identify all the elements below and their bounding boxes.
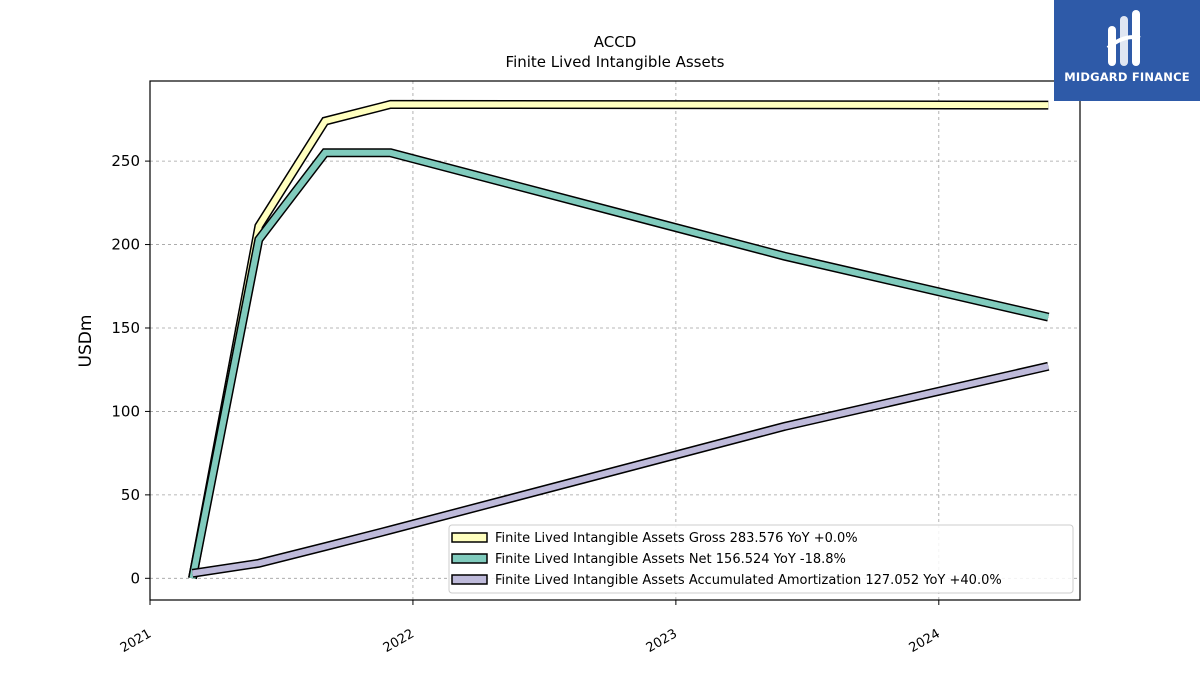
logo-text: MIDGARD FINANCE	[1064, 70, 1190, 84]
series-line-2	[189, 149, 1049, 579]
x-tick-label: 2021	[118, 626, 154, 656]
y-axis-label: USDm	[76, 315, 96, 368]
grid	[149, 81, 1080, 600]
y-tick-label: 250	[111, 152, 140, 170]
series-outline-1	[188, 99, 1049, 580]
series-line-1	[189, 101, 1049, 579]
series-line-3	[192, 363, 1049, 577]
y-tick-label: 200	[111, 236, 140, 254]
y-tick-label: 0	[130, 569, 140, 587]
legend-label: Finite Lived Intangible Assets Accumulat…	[495, 573, 1002, 588]
brand-logo: MIDGARD FINANCE	[1054, 0, 1200, 101]
legend-box	[448, 524, 1074, 594]
series-outline-2	[188, 148, 1050, 580]
y-tick-label: 150	[111, 319, 140, 337]
legend-label: Finite Lived Intangible Assets Gross 283…	[495, 531, 858, 546]
x-tick-label: 2024	[907, 626, 943, 656]
logo-mark-icon	[1106, 10, 1141, 66]
plot-frame	[149, 80, 1081, 601]
legend-swatch	[451, 532, 488, 543]
x-tick-label: 2022	[381, 626, 417, 656]
legend-swatch	[451, 574, 488, 585]
legend-swatch	[451, 553, 488, 564]
x-tick-label: 2023	[644, 626, 680, 656]
series-layer	[188, 99, 1050, 580]
chart-subtitle: Finite Lived Intangible Assets	[506, 53, 725, 71]
legend: Finite Lived Intangible Assets Gross 283…	[448, 524, 1074, 594]
chart-title: ACCD	[594, 33, 637, 51]
legend-label: Finite Lived Intangible Assets Net 156.5…	[495, 552, 846, 567]
y-tick-label: 50	[121, 486, 140, 504]
y-tick-label: 100	[111, 402, 140, 420]
